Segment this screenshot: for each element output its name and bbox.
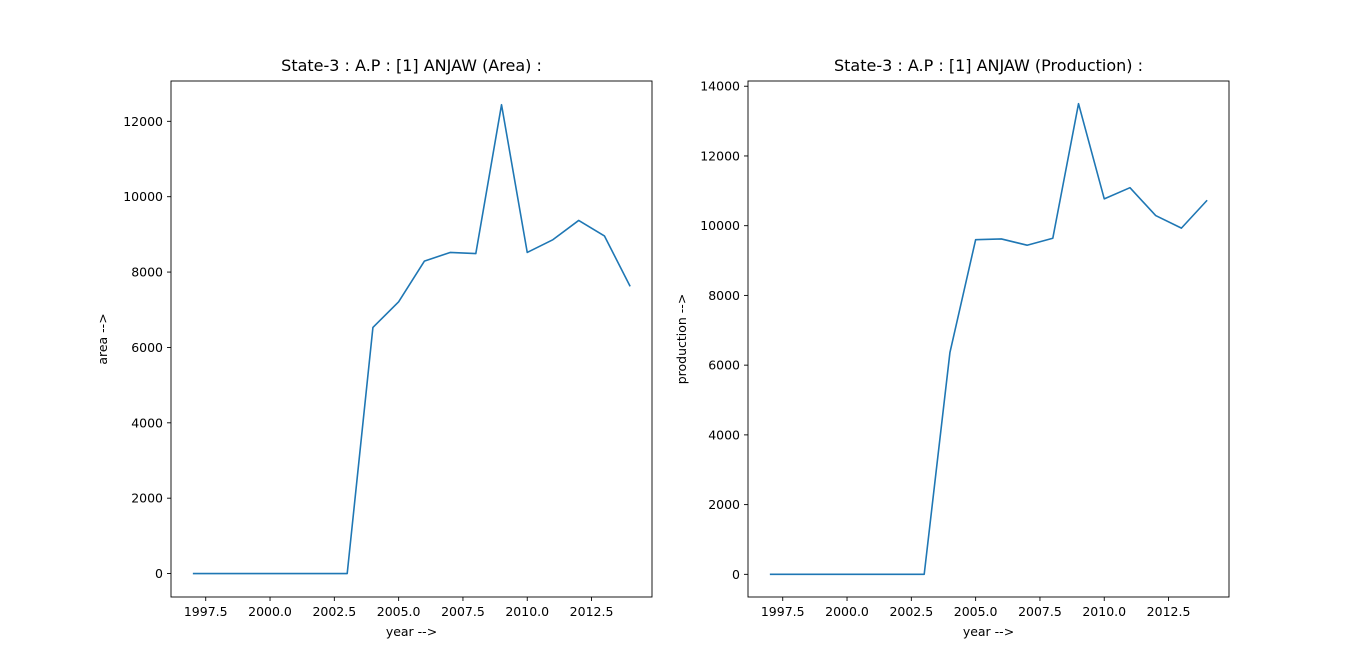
x-tick-label: 2010.0 — [505, 604, 549, 619]
y-tick-label: 6000 — [131, 340, 163, 355]
y-tick-label: 2000 — [131, 491, 163, 506]
y-tick-label: 8000 — [708, 288, 740, 303]
y-tick-label: 12000 — [700, 148, 740, 163]
area-chart: State-3 : A.P : [1] ANJAW (Area) : 1997.5… — [95, 56, 653, 639]
x-tick-label: 2010.0 — [1082, 604, 1126, 619]
y-tick-label: 6000 — [708, 358, 740, 373]
y-axis-label: area --> — [95, 313, 110, 364]
x-tick-label: 2007.5 — [1018, 604, 1062, 619]
x-axis-label: year --> — [386, 624, 437, 639]
x-tick-label: 2000.0 — [248, 604, 292, 619]
x-tick-label: 2005.0 — [954, 604, 998, 619]
x-tick-label: 2002.5 — [889, 604, 933, 619]
x-tick-label: 1997.5 — [184, 604, 228, 619]
y-tick-label: 2000 — [708, 497, 740, 512]
production-chart: State-3 : A.P : [1] ANJAW (Production) :… — [674, 56, 1230, 639]
series-line — [192, 103, 631, 575]
y-tick-label: 14000 — [700, 79, 740, 94]
y-tick-label: 0 — [155, 566, 163, 581]
x-tick-label: 2012.5 — [570, 604, 614, 619]
x-tick-label: 2000.0 — [825, 604, 869, 619]
y-tick-label: 8000 — [131, 265, 163, 280]
plot-frame — [747, 80, 1230, 598]
y-tick-label: 4000 — [131, 415, 163, 430]
series-line — [769, 102, 1208, 576]
plot-frame — [170, 80, 653, 598]
y-tick-label: 10000 — [123, 189, 163, 204]
x-tick-label: 2012.5 — [1147, 604, 1191, 619]
y-axis-label: production --> — [674, 294, 689, 385]
y-tick-label: 12000 — [123, 114, 163, 129]
y-tick-label: 10000 — [700, 218, 740, 233]
y-tick-label: 4000 — [708, 427, 740, 442]
x-axis-label: year --> — [963, 624, 1014, 639]
x-tick-label: 1997.5 — [761, 604, 805, 619]
y-tick-label: 0 — [732, 567, 740, 582]
chart-title: State-3 : A.P : [1] ANJAW (Area) : — [281, 56, 542, 75]
x-tick-label: 2007.5 — [441, 604, 485, 619]
chart-title: State-3 : A.P : [1] ANJAW (Production) : — [834, 56, 1143, 75]
x-tick-label: 2002.5 — [312, 604, 356, 619]
x-tick-label: 2005.0 — [377, 604, 421, 619]
